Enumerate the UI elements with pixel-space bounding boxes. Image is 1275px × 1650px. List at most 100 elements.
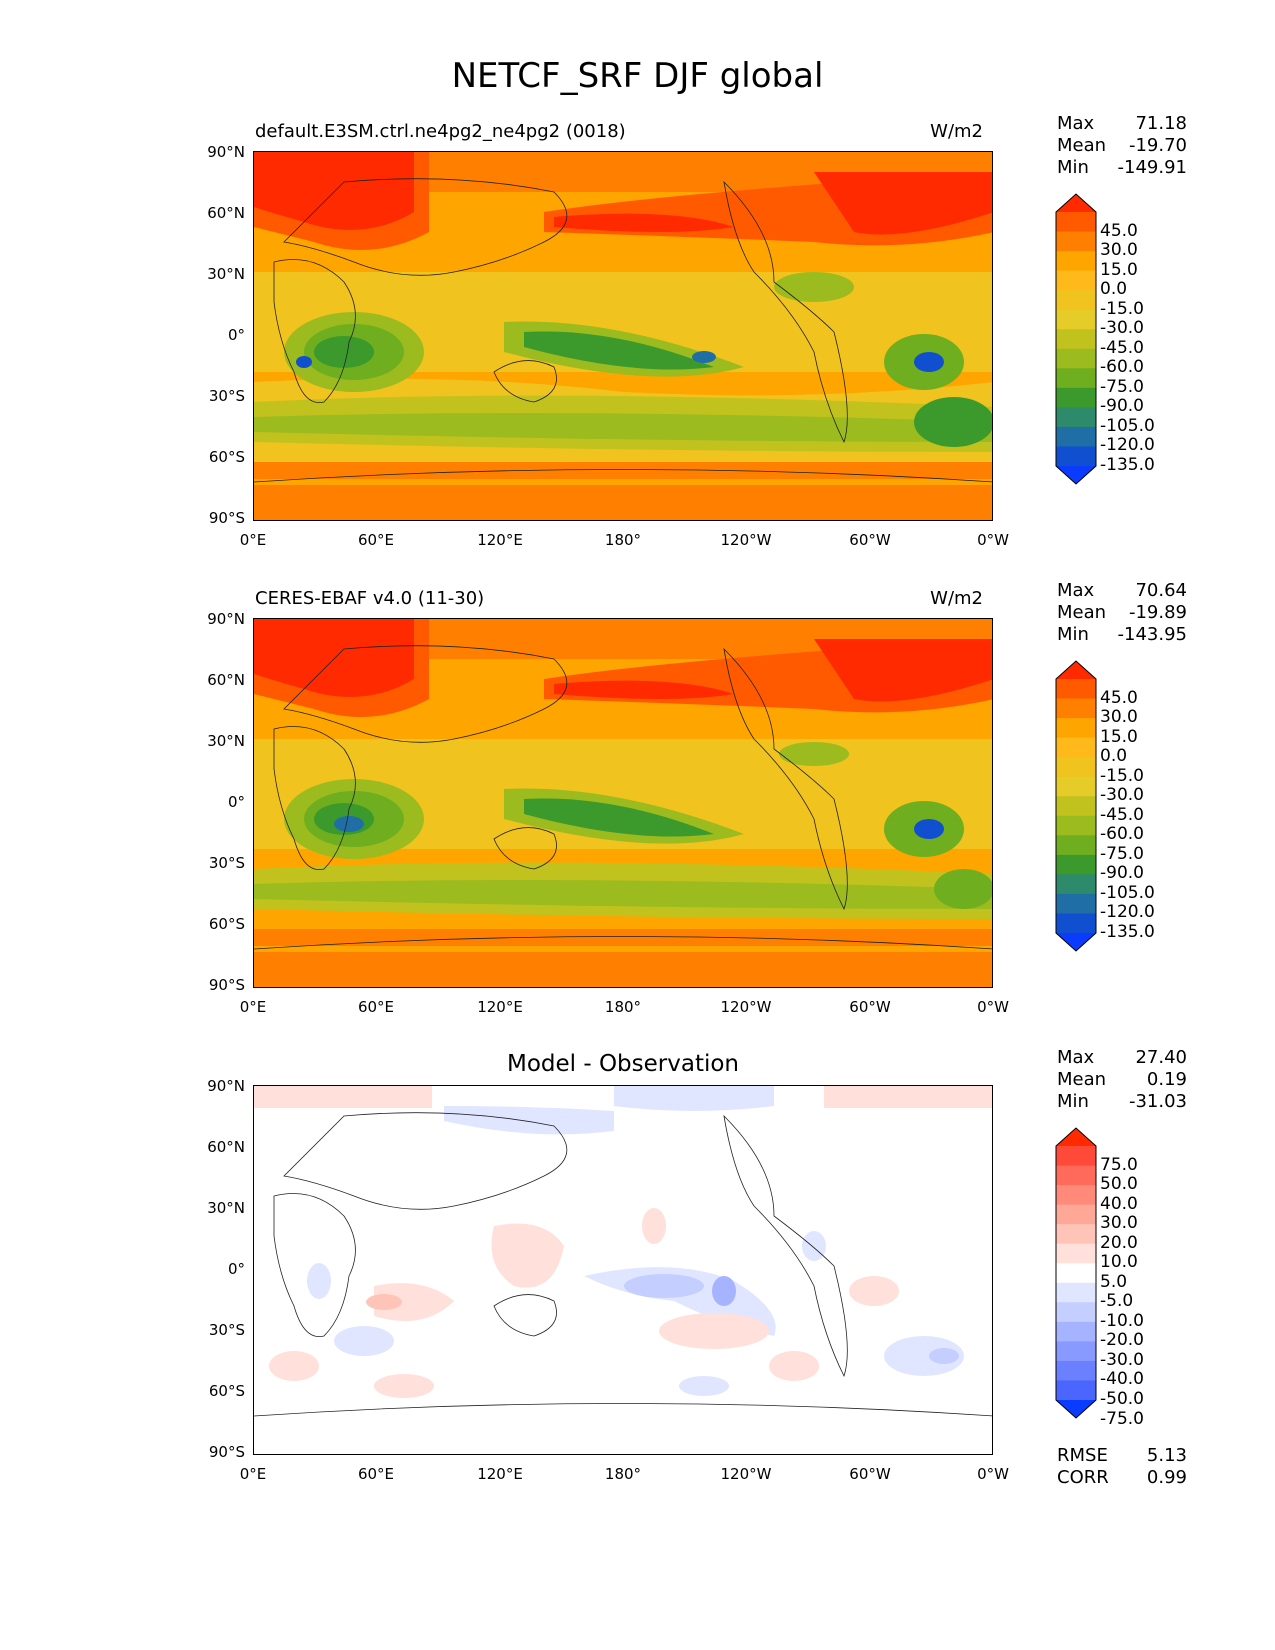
colorbar-tick-label: -120.0 bbox=[1100, 435, 1155, 456]
colorbar-segment bbox=[1056, 815, 1096, 836]
stat-max: 27.40 bbox=[1135, 1047, 1187, 1068]
panel-title-left: CERES-EBAF v4.0 (11-30) bbox=[255, 588, 485, 609]
colorbar-tick-label: -45.0 bbox=[1100, 804, 1144, 825]
colorbar-tick-label: -135.0 bbox=[1100, 922, 1155, 942]
map-model bbox=[253, 151, 993, 521]
colorbar-segment bbox=[1056, 737, 1096, 758]
y-tick-label: 0° bbox=[227, 326, 245, 344]
colorbar-segment bbox=[1056, 835, 1096, 856]
stat-min: -143.95 bbox=[1117, 624, 1187, 645]
stat-min: -31.03 bbox=[1128, 1091, 1187, 1112]
colorbar-outline bbox=[1055, 193, 1097, 485]
stat-min-label: Min bbox=[1057, 1091, 1089, 1112]
x-tick-label: 180° bbox=[604, 1465, 642, 1483]
x-tick-label: 0°E bbox=[239, 531, 267, 549]
colorbar-tick-label: -30.0 bbox=[1100, 1349, 1144, 1370]
colorbar-outline bbox=[1055, 660, 1097, 952]
colorbar-tick-label: 0.0 bbox=[1100, 746, 1128, 767]
colorbar-tick-label: -40.0 bbox=[1100, 1369, 1144, 1390]
colorbar-tick-label: 45.0 bbox=[1100, 220, 1138, 241]
colorbar-segment bbox=[1056, 874, 1096, 895]
stat-max-label: Max bbox=[1057, 1047, 1095, 1068]
error-stats: RMSE 5.13 CORR 0.99 bbox=[1057, 1445, 1187, 1489]
colorbar-segment bbox=[1056, 1146, 1096, 1167]
colorbar-tick-label: -105.0 bbox=[1100, 415, 1155, 436]
colorbar-tick-label: -75.0 bbox=[1100, 843, 1144, 864]
colorbar-tick-label: 40.0 bbox=[1100, 1193, 1138, 1214]
colorbar-segment bbox=[1056, 1165, 1096, 1186]
stat-max: 70.64 bbox=[1135, 580, 1187, 601]
stat-min-label: Min bbox=[1057, 624, 1089, 645]
x-tick-label: 0°W bbox=[977, 998, 1009, 1016]
colorbar-tick-label: -30.0 bbox=[1100, 318, 1144, 339]
x-tick-label: 0°E bbox=[239, 1465, 267, 1483]
stat-max-label: Max bbox=[1057, 580, 1095, 601]
colorbar-tick-label: -75.0 bbox=[1100, 376, 1144, 397]
x-tick-label: 60°W bbox=[849, 1465, 891, 1483]
corr-label: CORR bbox=[1057, 1467, 1109, 1488]
colorbar bbox=[1055, 193, 1097, 485]
colorbar-tick-label: -15.0 bbox=[1100, 298, 1144, 319]
rmse-value: 5.13 bbox=[1146, 1445, 1187, 1466]
x-tick-label: 0°E bbox=[239, 998, 267, 1016]
y-tick-label: 90°N bbox=[207, 143, 245, 161]
x-tick-label: 60°E bbox=[357, 531, 395, 549]
colorbar-segment bbox=[1056, 893, 1096, 914]
corr-value: 0.99 bbox=[1146, 1467, 1187, 1488]
colorbar-segment bbox=[1056, 368, 1096, 389]
colorbar-segment bbox=[1056, 1204, 1096, 1225]
colorbar-tick-label: 10.0 bbox=[1100, 1252, 1138, 1273]
map-difference bbox=[253, 1085, 993, 1455]
x-tick-label: 180° bbox=[604, 998, 642, 1016]
y-tick-label: 60°S bbox=[208, 915, 245, 933]
y-tick-label: 0° bbox=[227, 1260, 245, 1278]
y-tick-label: 60°S bbox=[208, 448, 245, 466]
stat-min: -149.91 bbox=[1117, 157, 1187, 178]
x-tick-label: 120°E bbox=[477, 531, 523, 549]
x-tick-label: 180° bbox=[604, 531, 642, 549]
colorbar-segment bbox=[1056, 1185, 1096, 1206]
colorbar-segment bbox=[1056, 309, 1096, 330]
stat-min-label: Min bbox=[1057, 157, 1089, 178]
y-tick-label: 30°N bbox=[207, 1199, 245, 1217]
colorbar-segment bbox=[1056, 1380, 1096, 1401]
y-tick-label: 90°N bbox=[207, 610, 245, 628]
panel-title-left: default.E3SM.ctrl.ne4pg2_ne4pg2 (0018) bbox=[255, 121, 626, 142]
colorbar-outline bbox=[1055, 1127, 1097, 1419]
stat-mean: 0.19 bbox=[1146, 1069, 1187, 1090]
y-tick-label: 60°N bbox=[207, 204, 245, 222]
panel-units: W/m2 bbox=[930, 121, 983, 142]
colorbar-segment bbox=[1056, 757, 1096, 778]
y-tick-label: 90°S bbox=[208, 509, 245, 527]
x-tick-label: 0°W bbox=[977, 531, 1009, 549]
colorbar-tick-label: -15.0 bbox=[1100, 765, 1144, 786]
colorbar-tick-label: 75.0 bbox=[1100, 1154, 1138, 1175]
stat-mean-label: Mean bbox=[1057, 1069, 1107, 1090]
stat-max-label: Max bbox=[1057, 113, 1095, 134]
panel-title-center: Model - Observation bbox=[506, 1051, 740, 1077]
colorbar-segment bbox=[1056, 466, 1096, 484]
colorbar-segment bbox=[1056, 270, 1096, 291]
colorbar-segment bbox=[1056, 231, 1096, 252]
colorbar-segment bbox=[1056, 679, 1096, 700]
colorbar-tick-label: 30.0 bbox=[1100, 707, 1138, 728]
y-tick-label: 60°N bbox=[207, 671, 245, 689]
colorbar-tick-label: -60.0 bbox=[1100, 357, 1144, 378]
colorbar bbox=[1055, 1127, 1097, 1419]
colorbar-tick-label: -120.0 bbox=[1100, 902, 1155, 923]
colorbar-segment bbox=[1056, 446, 1096, 467]
colorbar-segment bbox=[1056, 1321, 1096, 1342]
colorbar-segment bbox=[1056, 251, 1096, 272]
colorbar-segment bbox=[1056, 407, 1096, 428]
colorbar-segment bbox=[1056, 348, 1096, 369]
colorbar-segment bbox=[1056, 854, 1096, 875]
stat-mean: -19.89 bbox=[1128, 602, 1187, 623]
colorbar-tick-label: -10.0 bbox=[1100, 1310, 1144, 1331]
colorbar-tick-label: -45.0 bbox=[1100, 337, 1144, 358]
colorbar-tick-label: -90.0 bbox=[1100, 863, 1144, 884]
colorbar-tick-label: -5.0 bbox=[1100, 1291, 1134, 1312]
stat-max: 71.18 bbox=[1135, 113, 1187, 134]
colorbar-segment bbox=[1056, 1400, 1096, 1418]
colorbar-tick-label: -30.0 bbox=[1100, 785, 1144, 806]
colorbar-tick-label: -60.0 bbox=[1100, 824, 1144, 845]
